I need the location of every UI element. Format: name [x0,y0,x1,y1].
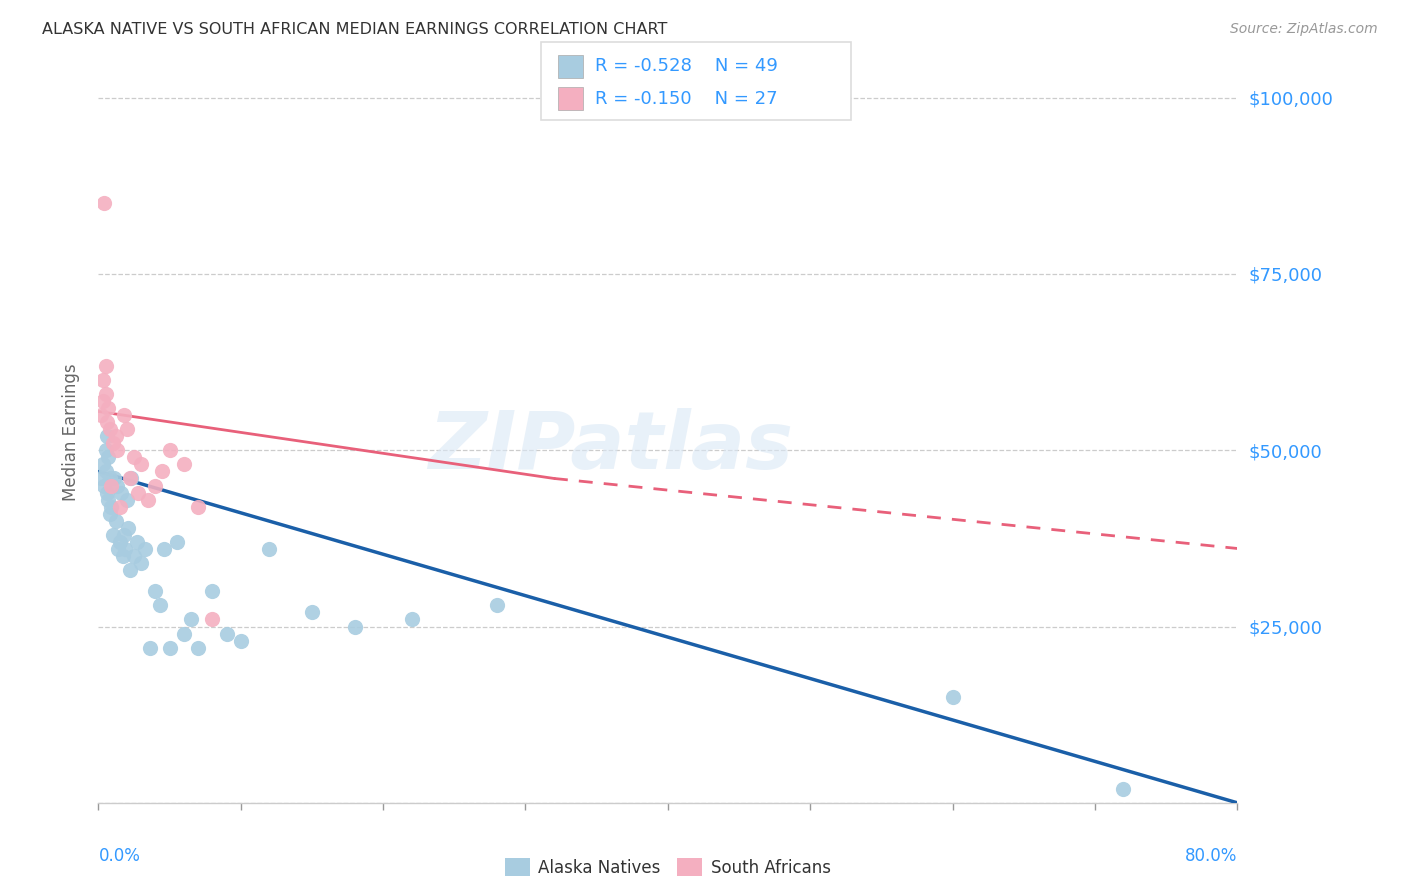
Point [343,619,366,633]
Text: R = -0.150    N = 27: R = -0.150 N = 27 [595,89,778,108]
Point [136,492,159,507]
Point [105,443,128,458]
Point [90,471,112,485]
Point [1112,781,1135,796]
Text: R = -0.528    N = 49: R = -0.528 N = 49 [595,57,778,76]
Text: ALASKA NATIVE VS SOUTH AFRICAN MEDIAN EARNINGS CORRELATION CHART: ALASKA NATIVE VS SOUTH AFRICAN MEDIAN EA… [42,22,668,37]
Point [91,393,114,408]
Point [149,599,172,613]
Point [112,528,135,542]
Point [107,541,129,556]
Point [129,458,152,472]
Point [112,408,135,422]
Point [122,450,145,465]
Point [115,492,138,507]
Point [104,514,127,528]
Point [108,500,131,514]
Point [129,556,152,570]
Text: 80.0%: 80.0% [1185,847,1237,865]
Point [942,690,965,704]
Point [118,563,141,577]
Point [94,443,117,458]
Point [486,599,509,613]
Point [104,429,127,443]
Point [97,492,120,507]
Point [145,584,167,599]
Point [229,633,252,648]
Point [100,478,122,492]
Point [125,535,148,549]
Point [105,478,128,492]
Point [118,471,141,485]
Point [96,485,118,500]
Point [111,549,134,563]
Point [114,541,136,556]
Point [94,359,117,373]
Point [101,528,124,542]
Point [96,415,118,429]
Point [301,606,323,620]
Point [103,471,125,485]
Point [94,464,117,478]
Point [98,507,121,521]
Point [127,485,149,500]
Point [180,612,202,626]
Point [173,458,195,472]
Point [97,401,120,415]
Point [93,196,115,211]
Point [159,640,181,655]
Point [94,387,117,401]
Point [173,626,195,640]
Point [187,640,209,655]
Point [101,436,124,450]
Point [153,541,176,556]
Point [91,373,114,387]
Text: ZIPatlas: ZIPatlas [429,409,793,486]
Point [100,500,122,514]
Point [215,626,238,640]
Point [98,422,121,436]
Point [108,535,131,549]
Point [122,549,145,563]
Point [97,450,120,465]
Text: Source: ZipAtlas.com: Source: ZipAtlas.com [1230,22,1378,37]
Point [159,443,181,458]
Point [259,541,281,556]
Point [201,612,224,626]
Point [187,500,209,514]
Point [134,541,156,556]
Point [152,464,174,478]
Point [93,478,115,492]
Point [96,429,118,443]
Legend: Alaska Natives, South Africans: Alaska Natives, South Africans [498,852,838,883]
Point [117,521,139,535]
Point [98,471,121,485]
Text: 0.0%: 0.0% [98,847,141,865]
Point [90,408,112,422]
Point [115,422,138,436]
Point [145,478,167,492]
Point [401,612,423,626]
Point [201,584,224,599]
Point [138,640,160,655]
Point [120,471,142,485]
Point [110,485,132,500]
Point [91,458,114,472]
Point [166,535,188,549]
Y-axis label: Median Earnings: Median Earnings [62,364,80,501]
